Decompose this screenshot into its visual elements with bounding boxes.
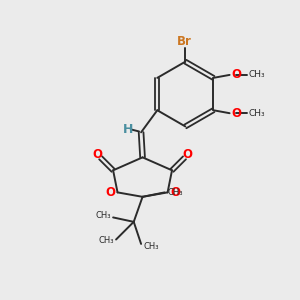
Text: CH₃: CH₃ [95,212,111,220]
Text: O: O [170,186,180,199]
Text: CH₃: CH₃ [98,236,114,245]
Text: H: H [123,123,133,136]
Text: CH₃: CH₃ [249,109,265,118]
Text: O: O [231,107,241,120]
Text: O: O [182,148,192,161]
Text: O: O [105,186,115,199]
Text: O: O [231,68,241,81]
Text: O: O [93,148,103,161]
Text: CH₃: CH₃ [143,242,159,251]
Text: CH₃: CH₃ [167,188,182,197]
Text: Br: Br [176,35,191,48]
Text: CH₃: CH₃ [249,70,265,80]
